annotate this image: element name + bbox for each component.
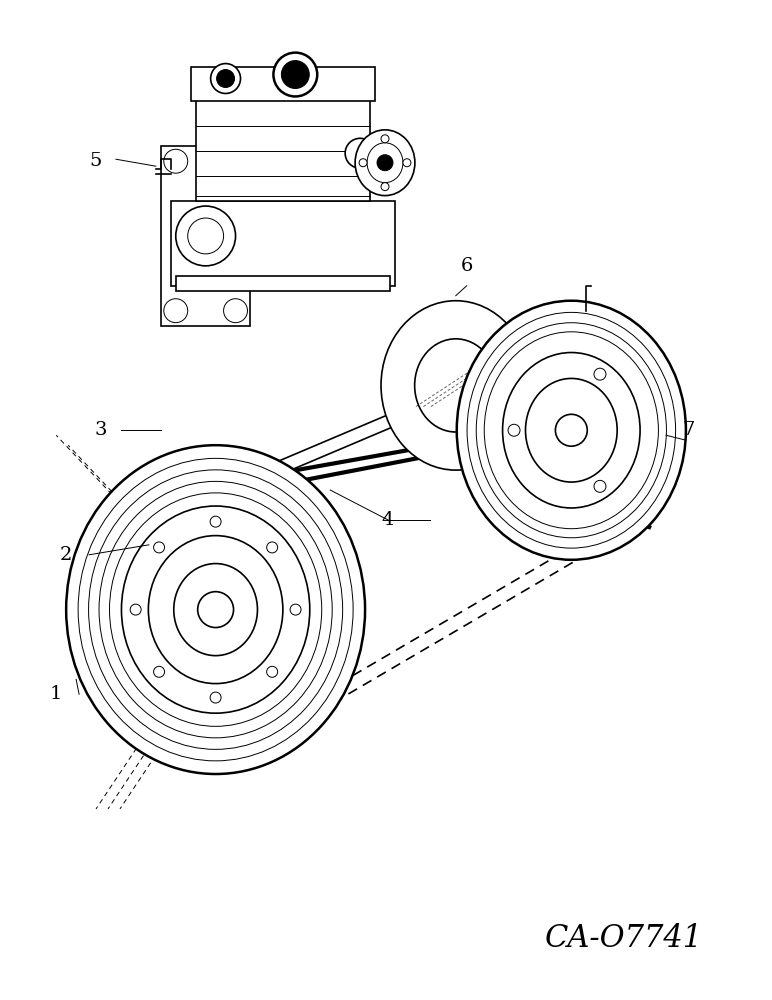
Circle shape bbox=[210, 516, 221, 527]
Circle shape bbox=[130, 604, 141, 615]
Circle shape bbox=[164, 299, 188, 323]
Circle shape bbox=[224, 299, 248, 323]
Text: 6: 6 bbox=[461, 257, 473, 275]
Circle shape bbox=[381, 183, 389, 191]
Circle shape bbox=[403, 159, 411, 167]
Bar bbox=[171, 201, 395, 286]
Circle shape bbox=[555, 414, 587, 446]
Text: 1: 1 bbox=[50, 685, 63, 703]
Text: 5: 5 bbox=[90, 152, 102, 170]
Circle shape bbox=[377, 155, 393, 171]
Circle shape bbox=[281, 61, 310, 88]
Circle shape bbox=[266, 666, 278, 677]
Circle shape bbox=[594, 480, 606, 492]
Circle shape bbox=[154, 666, 164, 677]
Bar bbox=[191, 67, 375, 101]
Circle shape bbox=[188, 218, 224, 254]
Ellipse shape bbox=[121, 506, 310, 713]
Circle shape bbox=[154, 542, 164, 553]
Ellipse shape bbox=[174, 564, 258, 656]
Circle shape bbox=[290, 604, 301, 615]
Circle shape bbox=[176, 206, 235, 266]
Circle shape bbox=[381, 135, 389, 143]
Ellipse shape bbox=[415, 339, 497, 432]
Ellipse shape bbox=[89, 470, 343, 749]
Bar bbox=[195, 96, 370, 201]
Circle shape bbox=[164, 149, 188, 173]
Ellipse shape bbox=[467, 312, 676, 548]
Circle shape bbox=[266, 542, 278, 553]
Ellipse shape bbox=[484, 332, 659, 529]
Ellipse shape bbox=[355, 130, 415, 196]
Text: 7: 7 bbox=[682, 421, 695, 439]
Circle shape bbox=[210, 692, 221, 703]
Circle shape bbox=[359, 159, 367, 167]
Ellipse shape bbox=[476, 323, 666, 538]
Ellipse shape bbox=[457, 301, 686, 560]
Ellipse shape bbox=[503, 353, 640, 508]
Ellipse shape bbox=[526, 378, 617, 482]
Circle shape bbox=[508, 424, 520, 436]
Ellipse shape bbox=[99, 481, 332, 738]
Text: 2: 2 bbox=[60, 546, 73, 564]
Ellipse shape bbox=[381, 301, 530, 470]
Circle shape bbox=[345, 138, 375, 168]
Ellipse shape bbox=[148, 536, 283, 684]
Text: CA-O7741: CA-O7741 bbox=[544, 923, 703, 954]
Circle shape bbox=[224, 149, 248, 173]
Circle shape bbox=[211, 64, 241, 93]
Text: 3: 3 bbox=[95, 421, 107, 439]
Ellipse shape bbox=[78, 458, 353, 761]
Circle shape bbox=[198, 592, 234, 628]
Ellipse shape bbox=[66, 445, 365, 774]
Circle shape bbox=[217, 70, 235, 87]
Circle shape bbox=[594, 368, 606, 380]
Bar bbox=[161, 146, 250, 326]
Bar bbox=[176, 276, 390, 291]
Circle shape bbox=[273, 53, 317, 96]
Ellipse shape bbox=[367, 143, 403, 183]
Text: 4: 4 bbox=[382, 511, 394, 529]
Ellipse shape bbox=[110, 493, 322, 726]
